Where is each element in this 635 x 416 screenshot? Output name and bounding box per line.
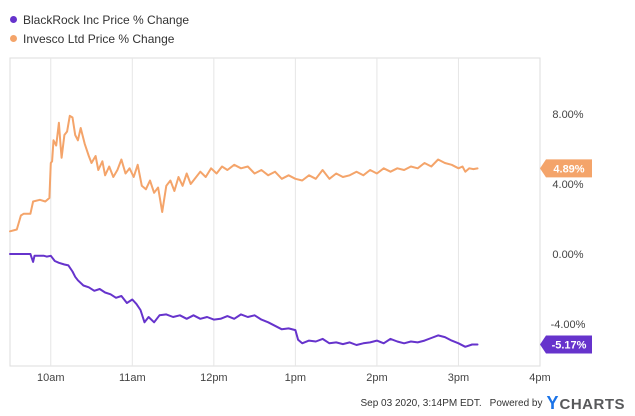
end-value-text: 4.89%: [553, 163, 584, 175]
end-value-badge: [540, 159, 592, 178]
x-tick-label: 2pm: [366, 372, 387, 384]
x-tick-label: 1pm: [285, 372, 306, 384]
legend-dot-icon: [10, 35, 17, 42]
y-tick-label: -4.00%: [551, 319, 586, 331]
x-tick-label: 12pm: [200, 372, 228, 384]
ycharts-logo-text: CHARTS: [559, 396, 625, 413]
legend-item-blackrock: BlackRock Inc Price % Change: [10, 10, 189, 29]
x-tick-label: 4pm: [529, 372, 550, 384]
y-tick-label: 4.00%: [552, 179, 583, 191]
end-value-labels: -5.17% 4.89%: [540, 159, 592, 354]
x-tick-label: 10am: [37, 372, 65, 384]
legend-item-invesco: Invesco Ltd Price % Change: [10, 29, 189, 48]
series-lines: [9, 114, 479, 348]
legend-label: BlackRock Inc Price % Change: [23, 12, 190, 27]
footer: Sep 03 2020, 3:14PM EDT. Powered by Y CH…: [360, 393, 625, 414]
y-tick-label: 8.00%: [552, 109, 583, 121]
powered-by-text: Powered by: [489, 398, 543, 409]
ycharts-logo-y: Y: [546, 393, 559, 413]
timestamp: Sep 03 2020, 3:14PM EDT.: [360, 398, 482, 409]
end-value-label-0: -5.17%: [540, 335, 592, 354]
x-tick-label: 11am: [119, 372, 146, 384]
legend-label: Invesco Ltd Price % Change: [23, 31, 175, 46]
legend: BlackRock Inc Price % Change Invesco Ltd…: [10, 10, 189, 48]
end-value-text: -5.17%: [552, 339, 587, 351]
x-axis-ticks: 10am 11am 12pm 1pm 2pm 3pm 4pm: [37, 372, 551, 384]
series-line-1: [9, 114, 479, 233]
end-value-label-1: 4.89%: [540, 159, 592, 178]
y-tick-label: 0.00%: [552, 249, 583, 261]
series-line-0: [9, 253, 479, 348]
legend-dot-icon: [10, 16, 17, 23]
plot-border: [9, 57, 541, 367]
end-value-badge: [540, 335, 592, 354]
x-gridlines: [50, 58, 459, 366]
ycharts-logo[interactable]: Y CHARTS: [546, 393, 625, 414]
y-axis-ticks: 8.00% 4.00% 0.00% -4.00%: [551, 109, 586, 331]
x-tick-label: 3pm: [448, 372, 469, 384]
